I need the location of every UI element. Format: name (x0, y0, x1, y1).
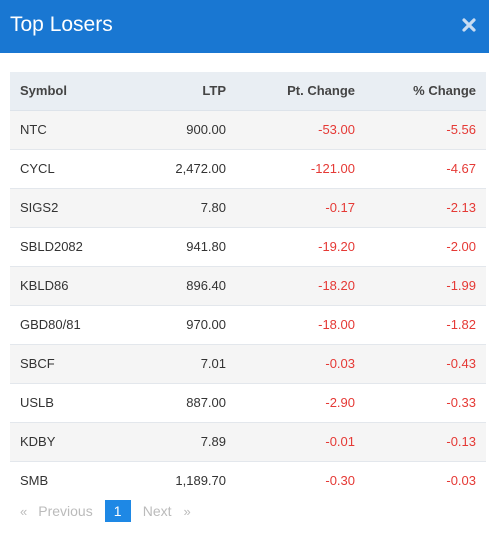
modal-title: Top Losers (10, 13, 113, 36)
ltp-cell: 941.80 (186, 239, 226, 254)
symbol-cell: SBLD2082 (20, 239, 83, 254)
table-row[interactable]: SIGS2 7.80 -0.17 -2.13 (10, 188, 486, 227)
pt-change-cell: -53.00 (318, 122, 355, 137)
table-row[interactable]: GBD80/81 970.00 -18.00 -1.82 (10, 305, 486, 344)
pct-change-cell: -1.82 (446, 317, 476, 332)
ltp-cell: 2,472.00 (175, 161, 226, 176)
pct-change-cell: -5.56 (446, 122, 476, 137)
pt-change-cell: -18.20 (318, 278, 355, 293)
symbol-cell: USLB (20, 395, 54, 410)
pt-change-cell: -0.17 (325, 200, 355, 215)
table-row[interactable]: SMB 1,189.70 -0.30 -0.03 (10, 461, 486, 500)
pct-change-cell: -4.67 (446, 161, 476, 176)
close-button[interactable] (461, 17, 477, 33)
table-row[interactable]: USLB 887.00 -2.90 -0.33 (10, 383, 486, 422)
table-row[interactable]: SBLD2082 941.80 -19.20 -2.00 (10, 227, 486, 266)
ltp-cell: 1,189.70 (175, 473, 226, 489)
pt-change-cell: -121.00 (310, 161, 355, 176)
pt-change-cell: -18.00 (318, 317, 355, 332)
ltp-cell: 7.01 (200, 356, 226, 371)
pt-change-cell: -0.30 (325, 473, 355, 489)
symbol-cell: NTC (20, 122, 47, 137)
column-header-pt-change[interactable]: Pt. Change (226, 72, 355, 111)
pt-change-cell: -0.03 (325, 356, 355, 371)
symbol-cell: SIGS2 (20, 200, 59, 215)
table-row[interactable]: SBCF 7.01 -0.03 -0.43 (10, 344, 486, 383)
pt-change-cell: -19.20 (318, 239, 355, 254)
pct-change-cell: -2.00 (446, 239, 476, 254)
pct-change-cell: -2.13 (446, 200, 476, 215)
pct-change-cell: -0.13 (446, 434, 476, 449)
current-page-button[interactable]: 1 (104, 500, 131, 522)
column-header-ltp[interactable]: LTP (126, 72, 226, 111)
pct-change-cell: -1.99 (446, 278, 476, 293)
close-icon (462, 18, 476, 32)
table-row[interactable]: NTC 900.00 -53.00 -5.56 (10, 110, 486, 149)
pt-change-cell: -0.01 (325, 434, 355, 449)
table-header-row: Symbol LTP Pt. Change % Change (10, 72, 486, 111)
ltp-cell: 7.89 (200, 434, 226, 449)
previous-arrow-icon[interactable]: « (20, 503, 28, 519)
symbol-cell: SMB (20, 473, 49, 489)
pagination: « Previous 1 Next » (20, 500, 191, 522)
modal-header: Top Losers (0, 0, 489, 53)
symbol-cell: GBD80/81 (20, 317, 81, 332)
symbol-cell: KDBY (20, 434, 56, 449)
next-page-button[interactable]: Next (142, 503, 172, 519)
pt-change-cell: -2.90 (325, 395, 355, 410)
next-arrow-icon[interactable]: » (183, 503, 191, 519)
pct-change-cell: -0.43 (446, 356, 476, 371)
losers-table: Symbol LTP Pt. Change % Change NTC 900.0… (10, 72, 486, 500)
column-header-pct-change[interactable]: % Change (355, 72, 486, 111)
table-row[interactable]: KDBY 7.89 -0.01 -0.13 (10, 422, 486, 461)
ltp-cell: 7.80 (200, 200, 226, 215)
symbol-cell: CYCL (20, 161, 55, 176)
ltp-cell: 896.40 (186, 278, 226, 293)
symbol-cell: KBLD86 (20, 278, 69, 293)
symbol-cell: SBCF (20, 356, 55, 371)
losers-table-container: Symbol LTP Pt. Change % Change NTC 900.0… (10, 72, 486, 500)
column-header-symbol[interactable]: Symbol (10, 72, 126, 111)
table-row[interactable]: CYCL 2,472.00 -121.00 -4.67 (10, 149, 486, 188)
ltp-cell: 970.00 (186, 317, 226, 332)
ltp-cell: 887.00 (186, 395, 226, 410)
ltp-cell: 900.00 (186, 122, 226, 137)
pct-change-cell: -0.03 (446, 473, 476, 489)
table-row[interactable]: KBLD86 896.40 -18.20 -1.99 (10, 266, 486, 305)
previous-page-button[interactable]: Previous (38, 503, 93, 519)
pct-change-cell: -0.33 (446, 395, 476, 410)
